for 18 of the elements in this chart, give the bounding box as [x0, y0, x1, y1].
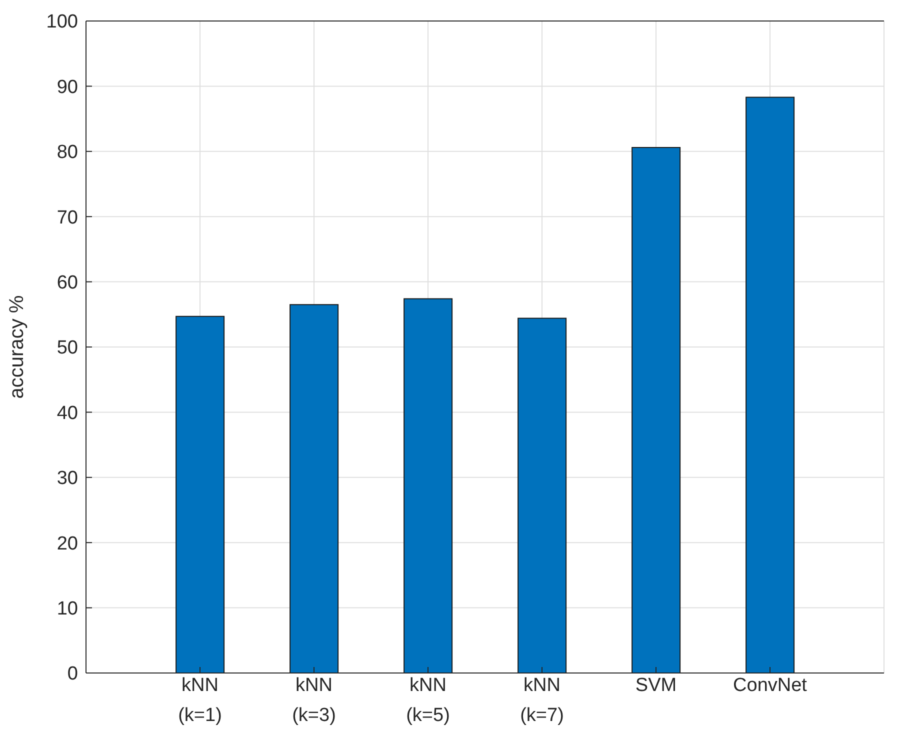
y-tick-label: 60: [56, 272, 78, 294]
y-tick-label: 50: [56, 338, 78, 359]
y-tick-label: 20: [56, 533, 78, 554]
y-tick-label: 30: [56, 468, 78, 490]
y-tick-label: 80: [56, 142, 78, 164]
x-tick-label: ConvNet: [733, 675, 808, 696]
y-tick-label: 40: [56, 402, 78, 424]
x-tick-label: SVM: [635, 675, 677, 696]
x-tick-label: kNN (k=1): [178, 675, 222, 726]
y-tick-label: 90: [56, 76, 78, 98]
x-tick-label: kNN (k=5): [406, 675, 450, 726]
x-tick-label: kNN (k=7): [520, 675, 564, 726]
y-axis-title: accuracy %: [6, 295, 28, 399]
x-tick-label: kNN (k=3): [292, 675, 336, 726]
y-tick-label: 0: [67, 664, 78, 685]
y-tick-label: 70: [56, 207, 78, 228]
y-tick-label: 100: [46, 12, 78, 33]
y-tick-label: 10: [56, 598, 78, 620]
